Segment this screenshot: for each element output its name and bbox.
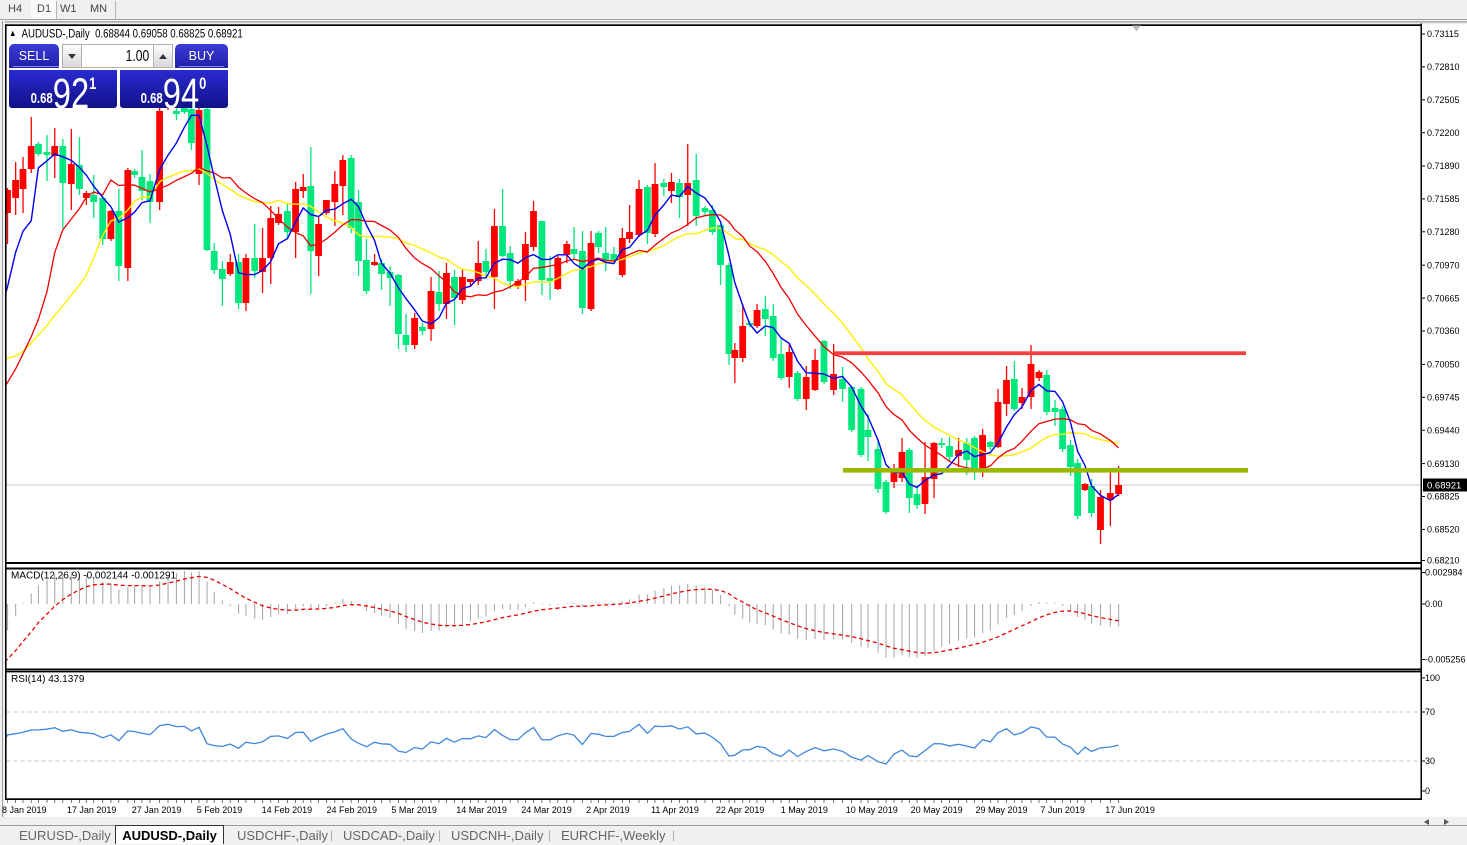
svg-text:2 Apr 2019: 2 Apr 2019 (586, 805, 630, 815)
svg-text:MACD(12,26,9) -0.002144 -0.001: MACD(12,26,9) -0.002144 -0.001291 (11, 571, 177, 582)
svg-text:100: 100 (1425, 673, 1440, 683)
svg-text:22 Apr 2019: 22 Apr 2019 (716, 805, 765, 815)
svg-text:0.71280: 0.71280 (1427, 227, 1460, 237)
svg-text:0.002984: 0.002984 (1425, 568, 1463, 578)
svg-text:0.69745: 0.69745 (1427, 393, 1460, 403)
svg-text:0.70360: 0.70360 (1427, 326, 1460, 336)
svg-text:0: 0 (1425, 786, 1430, 796)
svg-text:17 Jan 2019: 17 Jan 2019 (67, 805, 117, 815)
svg-text:RSI(14) 43.1379: RSI(14) 43.1379 (11, 674, 85, 685)
svg-text:30: 30 (1425, 756, 1435, 766)
svg-text:0.68210: 0.68210 (1427, 556, 1460, 566)
svg-text:0.72810: 0.72810 (1427, 62, 1460, 72)
svg-text:7 Jun 2019: 7 Jun 2019 (1040, 805, 1085, 815)
svg-text:0.70050: 0.70050 (1427, 360, 1460, 370)
svg-text:20 May 2019: 20 May 2019 (911, 805, 963, 815)
svg-text:0.69130: 0.69130 (1427, 459, 1460, 469)
svg-text:27 Jan 2019: 27 Jan 2019 (132, 805, 182, 815)
svg-text:0.72505: 0.72505 (1427, 95, 1460, 105)
svg-text:0.71585: 0.71585 (1427, 194, 1460, 204)
svg-text:1 May 2019: 1 May 2019 (781, 805, 828, 815)
svg-text:0.68921: 0.68921 (1427, 480, 1461, 491)
svg-text:0.71890: 0.71890 (1427, 161, 1460, 171)
svg-text:14 Mar 2019: 14 Mar 2019 (456, 805, 507, 815)
svg-text:24 Mar 2019: 24 Mar 2019 (521, 805, 572, 815)
svg-text:0.00: 0.00 (1425, 599, 1443, 609)
svg-text:0.70665: 0.70665 (1427, 293, 1460, 303)
svg-text:5 Mar 2019: 5 Mar 2019 (391, 805, 437, 815)
svg-text:8 Jan 2019: 8 Jan 2019 (2, 805, 47, 815)
svg-text:-0.005256: -0.005256 (1425, 655, 1466, 665)
svg-text:0.73115: 0.73115 (1427, 29, 1459, 39)
svg-text:14 Feb 2019: 14 Feb 2019 (262, 805, 313, 815)
svg-text:0.72200: 0.72200 (1427, 128, 1460, 138)
svg-text:17 Jun 2019: 17 Jun 2019 (1105, 805, 1155, 815)
svg-text:11 Apr 2019: 11 Apr 2019 (651, 805, 699, 815)
svg-text:0.68825: 0.68825 (1427, 492, 1460, 502)
svg-text:70: 70 (1425, 707, 1435, 717)
svg-text:5 Feb 2019: 5 Feb 2019 (197, 805, 243, 815)
svg-text:29 May 2019: 29 May 2019 (976, 805, 1028, 815)
svg-text:10 May 2019: 10 May 2019 (846, 805, 898, 815)
svg-text:24 Feb 2019: 24 Feb 2019 (327, 805, 378, 815)
svg-text:0.68520: 0.68520 (1427, 525, 1460, 535)
svg-text:0.70970: 0.70970 (1427, 260, 1460, 270)
svg-text:0.69440: 0.69440 (1427, 425, 1460, 435)
